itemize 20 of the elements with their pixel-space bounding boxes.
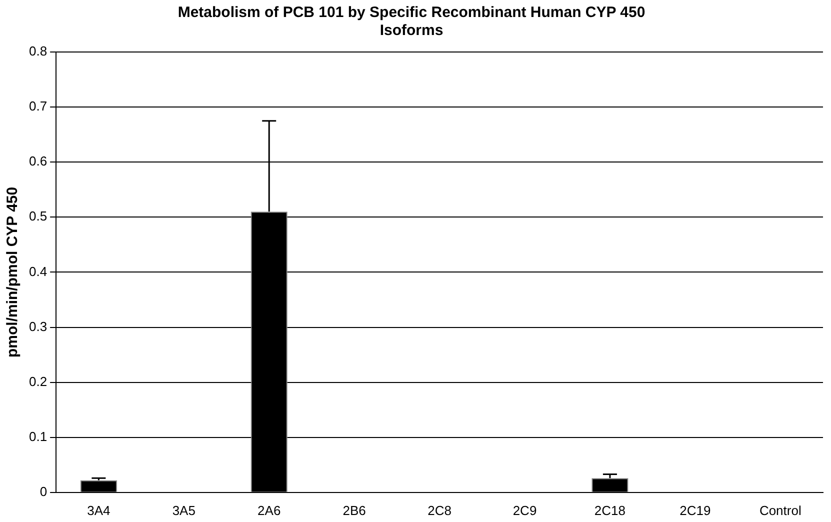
y-axis-title: pmol/min/pmol CYP 450: [4, 186, 22, 358]
y-tick-label: 0: [40, 484, 48, 499]
x-tick-label: 2C19: [680, 502, 711, 518]
x-tick-label: 3A4: [87, 502, 110, 518]
chart-title: Metabolism of PCB 101 by Specific Recombinant Human CYP 450 Isoforms: [178, 4, 646, 40]
y-tick-label: 0.3: [28, 318, 48, 334]
x-tick-label: 2C18: [594, 502, 626, 518]
y-tick-label: 0.6: [28, 154, 48, 169]
x-tick-label: 2B6: [342, 502, 366, 518]
x-tick-label: Control: [759, 502, 802, 518]
x-tick-label: 2C9: [512, 502, 537, 518]
x-tick-label: 2A6: [258, 502, 281, 518]
y-tick-label: 0.2: [28, 374, 48, 389]
y-tick-label: 0.1: [28, 428, 48, 444]
y-tick-label: 0.4: [28, 264, 48, 279]
x-tick-label: 3A5: [172, 502, 196, 518]
y-tick-label: 0.5: [28, 208, 48, 224]
x-tick-label: 2C8: [428, 502, 452, 518]
y-tick-label: 0.7: [28, 98, 48, 114]
y-tick-label: 0.8: [28, 44, 48, 59]
